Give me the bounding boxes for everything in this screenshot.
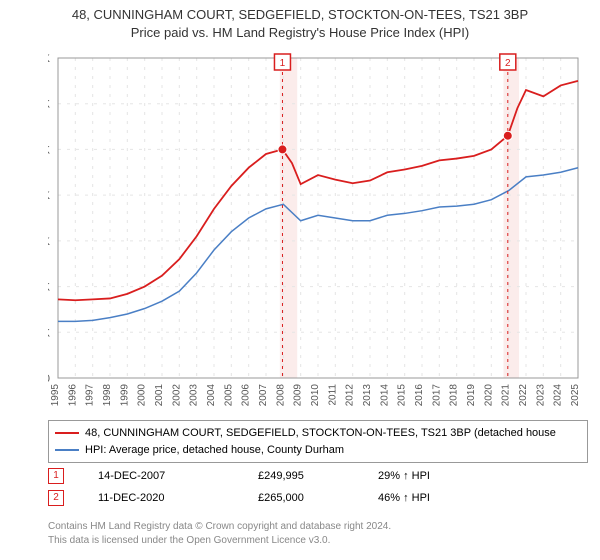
svg-text:2020: 2020 [483,384,494,407]
legend-label: HPI: Average price, detached house, Coun… [85,442,344,459]
svg-text:2013: 2013 [362,384,373,407]
title-line1: 48, CUNNINGHAM COURT, SEDGEFIELD, STOCKT… [0,6,600,24]
svg-text:£200K: £200K [48,190,51,202]
svg-text:2023: 2023 [535,384,546,407]
svg-text:2024: 2024 [553,384,564,407]
chart-legend: 48, CUNNINGHAM COURT, SEDGEFIELD, STOCKT… [48,420,588,463]
svg-text:2011: 2011 [327,384,338,406]
legend-item-price-paid: 48, CUNNINGHAM COURT, SEDGEFIELD, STOCKT… [55,425,581,442]
svg-text:2025: 2025 [570,384,581,407]
sale-date: 11-DEC-2020 [98,492,228,504]
svg-text:1997: 1997 [85,384,96,407]
legend-swatch [55,449,79,451]
svg-text:£0: £0 [48,373,50,385]
svg-text:£350K: £350K [48,53,51,65]
svg-text:2010: 2010 [310,384,321,407]
svg-text:2016: 2016 [414,384,425,407]
svg-text:2017: 2017 [431,384,442,407]
svg-text:£50K: £50K [48,327,51,339]
sale-price: £265,000 [258,492,348,504]
footer-attribution: Contains HM Land Registry data © Crown c… [48,520,588,547]
sale-delta: 29% ↑ HPI [378,470,478,482]
svg-text:1998: 1998 [102,384,113,407]
svg-text:2009: 2009 [293,384,304,407]
svg-text:2014: 2014 [379,384,390,407]
legend-item-hpi: HPI: Average price, detached house, Coun… [55,442,581,459]
svg-text:2022: 2022 [518,384,529,407]
svg-text:2003: 2003 [189,384,200,407]
footer-line1: Contains HM Land Registry data © Crown c… [48,520,588,534]
svg-text:1: 1 [280,58,286,69]
legend-label: 48, CUNNINGHAM COURT, SEDGEFIELD, STOCKT… [85,425,556,442]
svg-text:1995: 1995 [50,384,61,407]
svg-text:2006: 2006 [241,384,252,407]
svg-text:£100K: £100K [48,282,51,294]
sale-badge: 1 [48,468,64,484]
svg-text:2007: 2007 [258,384,269,407]
sale-date: 14-DEC-2007 [98,470,228,482]
svg-text:£300K: £300K [48,99,51,111]
sale-price: £249,995 [258,470,348,482]
chart-title: 48, CUNNINGHAM COURT, SEDGEFIELD, STOCKT… [0,0,600,41]
line-chart: £0 £50K £100K £150K £200K £250K £300K £350K 1995… [48,50,588,410]
sale-row: 1 14-DEC-2007 £249,995 29% ↑ HPI [48,468,588,484]
svg-text:2: 2 [505,58,511,69]
title-line2: Price paid vs. HM Land Registry's House … [0,24,600,42]
sale-badge: 2 [48,490,64,506]
svg-text:£250K: £250K [48,144,51,156]
sale-row: 2 11-DEC-2020 £265,000 46% ↑ HPI [48,490,588,506]
svg-text:2005: 2005 [223,384,234,407]
svg-text:2015: 2015 [397,384,408,407]
sales-list: 1 14-DEC-2007 £249,995 29% ↑ HPI 2 11-DE… [48,462,588,518]
svg-text:2021: 2021 [501,384,512,407]
svg-text:1999: 1999 [119,384,130,407]
svg-text:1996: 1996 [67,384,78,407]
svg-text:2000: 2000 [137,384,148,407]
footer-line2: This data is licensed under the Open Gov… [48,534,588,548]
svg-text:2012: 2012 [345,384,356,407]
svg-text:2002: 2002 [171,384,182,407]
sale-delta: 46% ↑ HPI [378,492,478,504]
svg-text:2004: 2004 [206,384,217,407]
svg-text:2008: 2008 [275,384,286,407]
svg-text:2018: 2018 [449,384,460,407]
svg-text:2019: 2019 [466,384,477,407]
svg-text:2001: 2001 [154,384,165,407]
svg-text:£150K: £150K [48,236,51,248]
legend-swatch [55,432,79,434]
